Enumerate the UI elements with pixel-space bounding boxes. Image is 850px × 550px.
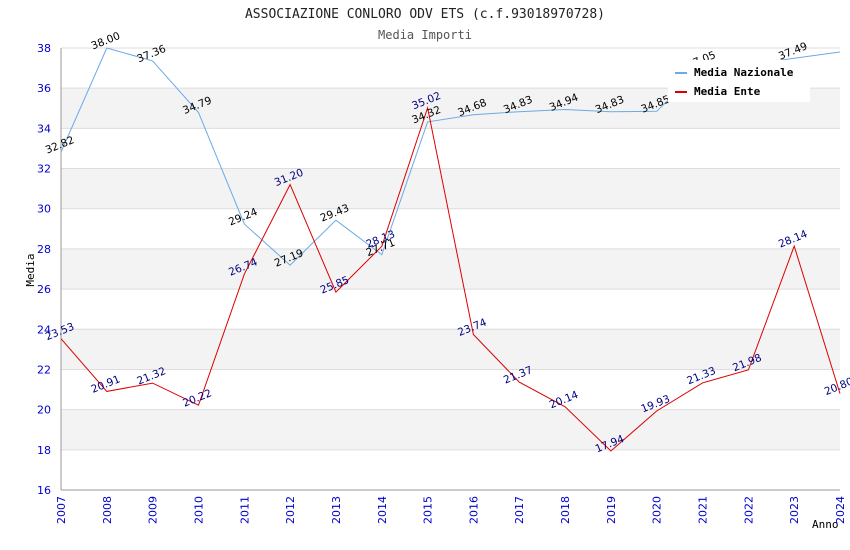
x-tick-label: 2007 xyxy=(55,496,68,524)
x-tick-label: 2016 xyxy=(467,496,480,524)
y-tick-label: 22 xyxy=(37,363,51,376)
chart-subtitle: Media Importi xyxy=(378,28,472,42)
x-tick-label: 2010 xyxy=(192,496,205,524)
grid-band xyxy=(61,168,840,209)
x-tick-label: 2019 xyxy=(605,496,618,524)
grid-band xyxy=(61,329,840,370)
x-tick-label: 2018 xyxy=(559,496,572,524)
data-label-media-nazionale: 37.49 xyxy=(777,40,809,62)
x-tick-labels: 2007 2008 2009 2010 2011 2012 2013 2014 2015 2016… xyxy=(55,496,847,524)
y-tick-label: 36 xyxy=(37,82,51,95)
background-bands xyxy=(61,88,840,450)
legend: Media Nazionale Media Ente xyxy=(668,60,810,102)
x-tick-label: 2020 xyxy=(651,496,664,524)
x-tick-label: 2009 xyxy=(147,496,160,524)
y-tick-label: 26 xyxy=(37,283,51,296)
y-tick-labels: 16 18 20 22 24 26 28 30 32 34 36 38 xyxy=(37,42,51,497)
legend-box xyxy=(668,60,810,102)
data-label-media-ente: 20.14 xyxy=(548,389,581,412)
y-tick-label: 18 xyxy=(37,444,51,457)
y-tick-label: 28 xyxy=(37,243,51,256)
x-tick-label: 2022 xyxy=(742,496,755,524)
x-tick-label: 2024 xyxy=(834,496,847,524)
x-tick-label: 2012 xyxy=(284,496,297,524)
x-tick-label: 2013 xyxy=(330,496,343,524)
x-tick-label: 2017 xyxy=(513,496,526,524)
y-tick-label: 32 xyxy=(37,163,51,176)
legend-label-media-nazionale: Media Nazionale xyxy=(694,66,794,79)
data-label-media-nazionale: 37.36 xyxy=(135,43,168,66)
y-tick-label: 20 xyxy=(37,404,51,417)
x-tick-label: 2008 xyxy=(101,496,114,524)
grid-band xyxy=(61,409,840,450)
y-tick-label: 30 xyxy=(37,203,51,216)
data-label-media-ente: 20.22 xyxy=(181,387,213,409)
data-label-media-nazionale: 38.00 xyxy=(90,30,122,52)
legend-label-media-ente: Media Ente xyxy=(694,85,761,98)
x-tick-label: 2014 xyxy=(376,496,389,524)
x-axis-label: Anno xyxy=(812,518,839,531)
grid-band xyxy=(61,248,840,290)
x-tick-label: 2023 xyxy=(788,496,801,524)
series-line-media-ente xyxy=(60,105,841,452)
y-tick-label: 34 xyxy=(37,122,51,135)
x-tick-label: 2011 xyxy=(238,496,251,524)
y-tick-label: 16 xyxy=(37,484,51,497)
data-label-media-ente: 20.80 xyxy=(823,376,850,398)
y-axis-label: Media xyxy=(24,253,37,286)
y-tick-label: 38 xyxy=(37,42,51,55)
gridlines xyxy=(61,47,840,491)
x-tick-label: 2015 xyxy=(422,496,435,524)
data-label-media-nazionale: 29.24 xyxy=(227,206,260,229)
x-tick-label: 2021 xyxy=(697,496,710,524)
y-tick-label: 24 xyxy=(37,323,51,336)
data-label-media-nazionale: 32.82 xyxy=(44,134,76,156)
data-label-media-ente: 28.14 xyxy=(777,228,810,251)
chart-title: ASSOCIAZIONE CONLORO ODV ETS (c.f.930189… xyxy=(245,7,605,22)
